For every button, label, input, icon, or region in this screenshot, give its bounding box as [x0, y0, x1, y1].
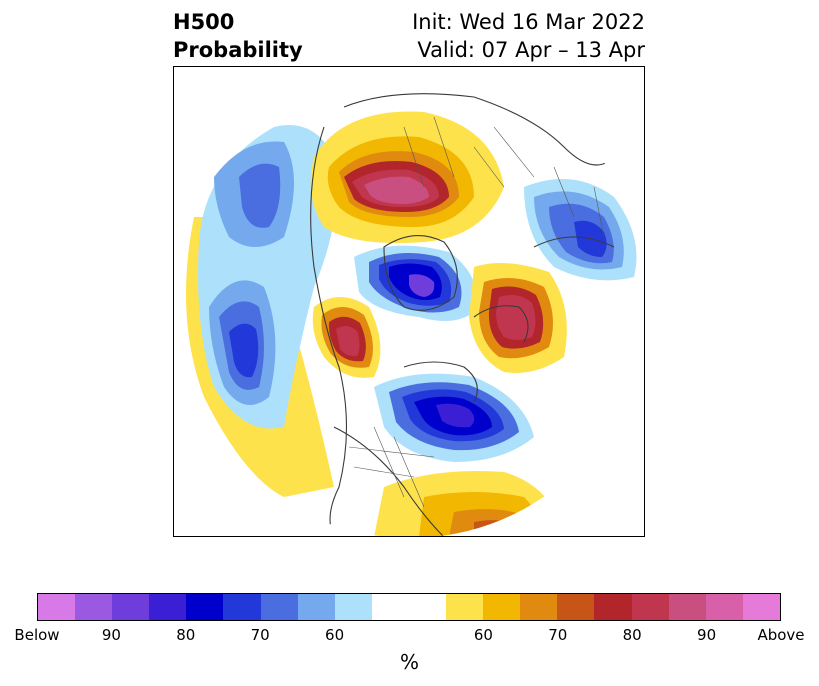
colorbar-segment	[557, 594, 595, 620]
colorbar-segment	[742, 594, 780, 620]
title-variable: H500	[173, 10, 235, 34]
colorbar-segment	[446, 594, 484, 620]
colorbar	[37, 593, 781, 621]
colorbar-segment	[334, 594, 372, 620]
colorbar-tick-label: 70	[250, 626, 270, 644]
colorbar-segment	[594, 594, 632, 620]
colorbar-segment	[149, 594, 187, 620]
colorbar-segment	[186, 594, 224, 620]
colorbar-tick-label: Above	[757, 626, 805, 644]
colorbar-tick-label: 90	[697, 626, 717, 644]
colorbar-segment	[520, 594, 558, 620]
colorbar-unit-label: %	[399, 650, 419, 674]
colorbar-segment	[75, 594, 113, 620]
title-right: Init: Wed 16 Mar 2022 Valid: 07 Apr – 13…	[412, 8, 645, 64]
colorbar-segment	[705, 594, 743, 620]
colorbar-segment	[483, 594, 521, 620]
colorbar-tick-label: 70	[548, 626, 568, 644]
title-left: H500 Probability	[173, 8, 303, 64]
colorbar-segment	[223, 594, 261, 620]
title-type: Probability	[173, 38, 303, 62]
colorbar-segment	[260, 594, 298, 620]
colorbar-tick-label: 60	[325, 626, 345, 644]
colorbar-tick-label: 90	[101, 626, 121, 644]
colorbar-segment	[297, 594, 335, 620]
colorbar-tick-label: 80	[176, 626, 196, 644]
colorbar-segment	[38, 594, 76, 620]
colorbar-tick-label: 80	[622, 626, 642, 644]
colorbar-segment	[408, 594, 447, 620]
valid-range: Valid: 07 Apr – 13 Apr	[417, 38, 645, 62]
borders	[348, 116, 605, 508]
colorbar-segment	[112, 594, 150, 620]
colorbar-segment	[371, 594, 409, 620]
map-panel	[173, 66, 645, 537]
init-date: Init: Wed 16 Mar 2022	[412, 10, 645, 34]
colorbar-tick-label: 60	[473, 626, 493, 644]
probability-map	[174, 67, 644, 536]
colorbar-ticks: Below 90 80 70 60 60 70 80 90 Above	[0, 626, 819, 646]
colorbar-segment	[668, 594, 706, 620]
colorbar-segment	[631, 594, 669, 620]
colorbar-tick-label: Below	[14, 626, 60, 644]
coastlines	[310, 93, 615, 536]
